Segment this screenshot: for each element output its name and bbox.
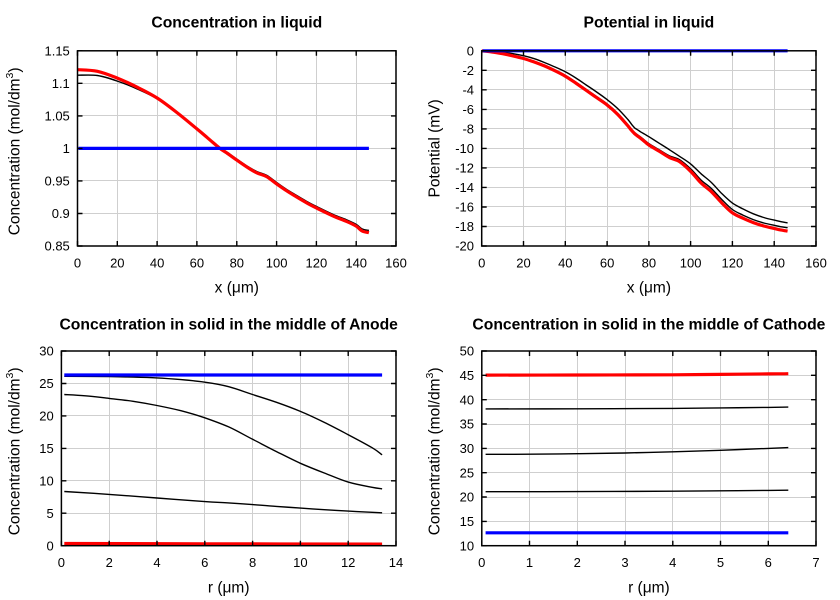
svg-text:10: 10 bbox=[460, 538, 474, 553]
svg-text:-14: -14 bbox=[455, 180, 474, 195]
svg-text:140: 140 bbox=[763, 256, 785, 271]
svg-text:15: 15 bbox=[460, 514, 474, 529]
svg-text:Concentration in solid in the: Concentration in solid in the middle of … bbox=[472, 316, 825, 333]
svg-text:4: 4 bbox=[153, 555, 160, 570]
svg-text:30: 30 bbox=[460, 441, 474, 456]
svg-text:r (μm): r (μm) bbox=[208, 580, 250, 597]
svg-text:5: 5 bbox=[717, 555, 724, 570]
svg-text:Potential (mV): Potential (mV) bbox=[427, 99, 444, 197]
svg-text:60: 60 bbox=[600, 256, 614, 271]
svg-text:25: 25 bbox=[460, 465, 474, 480]
svg-text:-8: -8 bbox=[462, 122, 474, 137]
svg-text:r (μm): r (μm) bbox=[628, 580, 670, 597]
svg-text:0.9: 0.9 bbox=[52, 206, 70, 221]
svg-text:Concentration (mol/dm3): Concentration (mol/dm3) bbox=[4, 67, 24, 235]
svg-text:-2: -2 bbox=[462, 63, 474, 78]
svg-text:Concentration in solid in the: Concentration in solid in the middle of … bbox=[59, 316, 398, 333]
svg-text:2: 2 bbox=[574, 555, 581, 570]
svg-text:40: 40 bbox=[460, 392, 474, 407]
svg-text:100: 100 bbox=[680, 256, 702, 271]
svg-text:x (μm): x (μm) bbox=[215, 280, 259, 297]
svg-text:-6: -6 bbox=[462, 102, 474, 117]
svg-text:1.05: 1.05 bbox=[44, 109, 69, 124]
svg-text:-4: -4 bbox=[462, 83, 474, 98]
svg-text:0: 0 bbox=[46, 538, 53, 553]
svg-text:25: 25 bbox=[39, 376, 53, 391]
svg-text:-16: -16 bbox=[455, 200, 474, 215]
svg-text:Concentration in liquid: Concentration in liquid bbox=[151, 14, 322, 31]
svg-text:4: 4 bbox=[669, 555, 676, 570]
svg-text:80: 80 bbox=[230, 256, 244, 271]
svg-text:20: 20 bbox=[516, 256, 530, 271]
svg-text:50: 50 bbox=[460, 344, 474, 359]
svg-text:-18: -18 bbox=[455, 219, 474, 234]
svg-text:20: 20 bbox=[39, 409, 53, 424]
svg-text:1.15: 1.15 bbox=[44, 44, 69, 59]
svg-text:100: 100 bbox=[266, 256, 288, 271]
svg-text:1.1: 1.1 bbox=[52, 76, 70, 91]
svg-text:Concentration (mol/dm3): Concentration (mol/dm3) bbox=[4, 367, 24, 535]
svg-text:160: 160 bbox=[385, 256, 407, 271]
svg-text:120: 120 bbox=[722, 256, 744, 271]
svg-text:80: 80 bbox=[642, 256, 656, 271]
svg-text:-20: -20 bbox=[455, 239, 474, 254]
svg-text:-10: -10 bbox=[455, 141, 474, 156]
svg-text:12: 12 bbox=[341, 555, 355, 570]
svg-text:40: 40 bbox=[558, 256, 572, 271]
svg-text:160: 160 bbox=[805, 256, 827, 271]
svg-text:60: 60 bbox=[190, 256, 204, 271]
svg-text:Potential in liquid: Potential in liquid bbox=[584, 14, 715, 31]
svg-text:120: 120 bbox=[306, 256, 328, 271]
svg-text:1: 1 bbox=[63, 141, 70, 156]
svg-text:6: 6 bbox=[201, 555, 208, 570]
svg-text:0: 0 bbox=[467, 44, 474, 59]
svg-text:35: 35 bbox=[460, 417, 474, 432]
svg-text:x (μm): x (μm) bbox=[627, 280, 671, 297]
svg-text:0.95: 0.95 bbox=[44, 174, 69, 189]
svg-text:8: 8 bbox=[249, 555, 256, 570]
svg-text:1: 1 bbox=[526, 555, 533, 570]
svg-text:0.85: 0.85 bbox=[44, 239, 69, 254]
svg-text:40: 40 bbox=[150, 256, 164, 271]
svg-text:-12: -12 bbox=[455, 161, 474, 176]
svg-text:140: 140 bbox=[345, 256, 367, 271]
svg-text:14: 14 bbox=[389, 555, 403, 570]
svg-text:3: 3 bbox=[621, 555, 628, 570]
svg-text:15: 15 bbox=[39, 441, 53, 456]
svg-text:7: 7 bbox=[812, 555, 819, 570]
svg-text:Concentration (mol/dm3): Concentration (mol/dm3) bbox=[424, 367, 444, 535]
svg-text:10: 10 bbox=[39, 474, 53, 489]
svg-text:45: 45 bbox=[460, 368, 474, 383]
svg-text:0: 0 bbox=[478, 256, 485, 271]
svg-text:0: 0 bbox=[58, 555, 65, 570]
svg-text:20: 20 bbox=[460, 490, 474, 505]
svg-text:0: 0 bbox=[74, 256, 81, 271]
svg-text:0: 0 bbox=[478, 555, 485, 570]
svg-text:5: 5 bbox=[46, 506, 53, 521]
svg-text:2: 2 bbox=[106, 555, 113, 570]
svg-text:30: 30 bbox=[39, 344, 53, 359]
svg-text:6: 6 bbox=[765, 555, 772, 570]
svg-text:20: 20 bbox=[110, 256, 124, 271]
svg-text:10: 10 bbox=[293, 555, 307, 570]
